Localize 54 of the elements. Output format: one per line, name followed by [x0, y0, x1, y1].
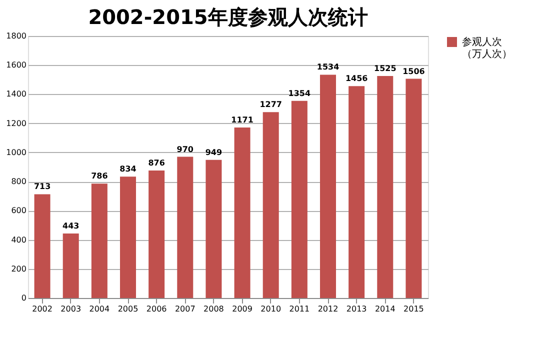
bar [206, 160, 222, 298]
data-label: 1534 [316, 62, 340, 72]
y-tick-label: 600 [11, 206, 26, 216]
data-label: 1456 [345, 74, 368, 84]
data-label: 834 [120, 164, 137, 174]
x-tick-label: 2014 [374, 304, 396, 314]
bar [406, 78, 422, 298]
data-label: 1506 [402, 66, 426, 76]
x-tick-label: 2008 [204, 304, 224, 314]
data-label: 1354 [288, 88, 311, 98]
data-label: 713 [34, 182, 51, 192]
y-tick-label: 0 [21, 294, 26, 302]
y-tick-label: 1400 [6, 90, 26, 99]
y-tick-label: 1200 [6, 118, 26, 128]
bar [377, 76, 394, 298]
x-tick-label: 2013 [346, 304, 367, 314]
x-tick-label: 2009 [232, 304, 252, 314]
bar [320, 74, 336, 298]
x-tick-label: 2002 [32, 304, 52, 314]
data-label: 949 [205, 148, 222, 157]
legend-label: 参观人次（万人次） [462, 36, 512, 60]
data-label: 443 [62, 222, 80, 231]
x-tick-label: 2010 [260, 304, 282, 314]
chart-title: 2002-2015年度参观人次统计 [88, 5, 368, 29]
bar [234, 128, 250, 298]
data-label: 970 [176, 144, 194, 154]
data-label: 876 [148, 158, 166, 168]
y-tick-label: 1800 [6, 32, 26, 40]
data-label: 1171 [231, 116, 254, 125]
y-tick-label: 200 [11, 264, 26, 274]
y-tick-label: 1600 [6, 60, 26, 70]
x-tick-label: 2007 [174, 304, 196, 314]
bar [62, 234, 79, 298]
x-tick-label: 2011 [289, 304, 310, 314]
bar [177, 156, 194, 298]
y-tick-label: 800 [11, 177, 26, 186]
x-tick-label: 2012 [318, 304, 338, 314]
x-tick-label: 2004 [89, 304, 110, 314]
bar [291, 100, 308, 298]
y-tick-label: 1000 [6, 148, 26, 157]
x-tick-label: 2003 [60, 304, 82, 314]
x-tick-label: 2006 [146, 304, 167, 314]
bar [91, 184, 108, 298]
x-tick-label: 2005 [118, 304, 138, 314]
bar [262, 112, 279, 298]
data-label: 1525 [374, 64, 397, 74]
y-tick-label: 400 [11, 235, 26, 244]
x-tick-label: 2015 [404, 304, 424, 314]
bar [34, 194, 50, 298]
bar [148, 170, 165, 298]
bar [348, 86, 365, 298]
data-label: 786 [91, 172, 108, 181]
bar [120, 176, 136, 298]
data-label: 1277 [260, 100, 282, 110]
